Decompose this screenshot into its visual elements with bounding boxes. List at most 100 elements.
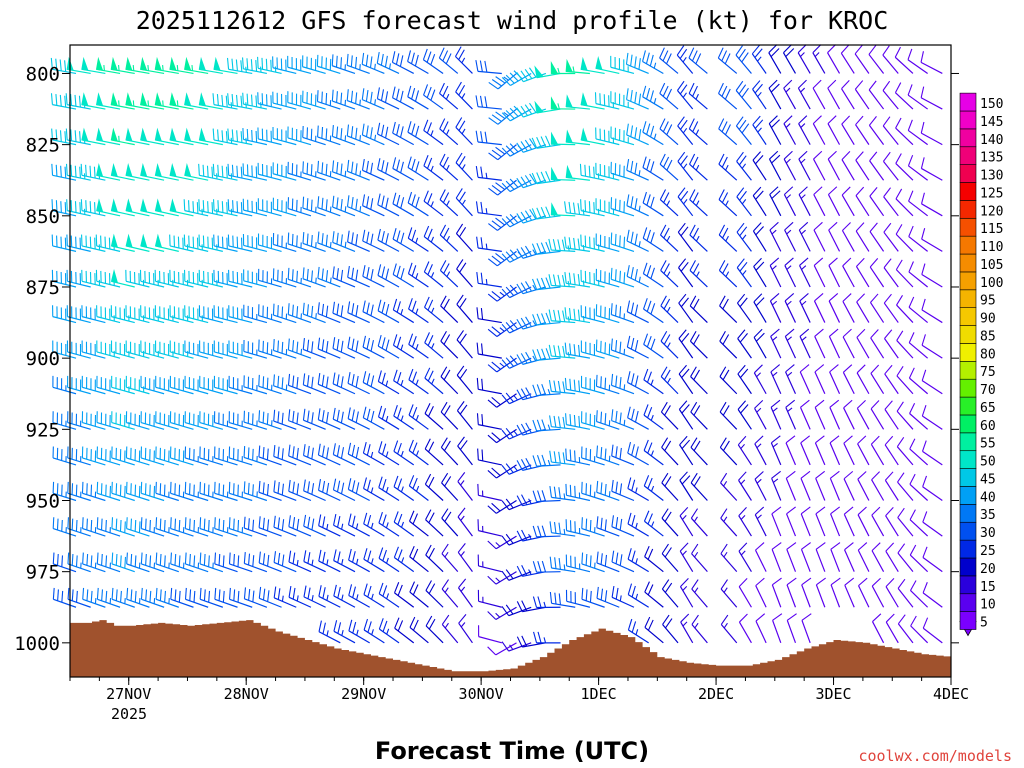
wind-barb xyxy=(534,65,561,79)
barb-flag xyxy=(82,517,84,529)
barb-half-flag xyxy=(557,67,560,74)
barb-flag xyxy=(883,187,891,198)
barb-flag xyxy=(111,517,114,529)
barb-flag xyxy=(302,373,306,385)
wind-barb xyxy=(661,472,679,501)
barb-half-flag xyxy=(695,129,700,135)
wind-barb xyxy=(96,162,121,181)
barb-flag xyxy=(871,542,881,552)
barb-flag xyxy=(367,550,372,562)
barb-staff xyxy=(551,567,576,573)
barb-flag xyxy=(202,164,205,177)
barb-flag xyxy=(273,374,275,386)
barb-half-flag xyxy=(296,595,299,602)
barb-flag xyxy=(428,476,435,488)
barb-flag xyxy=(318,479,322,491)
barb-staff xyxy=(871,550,885,572)
barb-staff xyxy=(841,159,855,181)
barb-pennant xyxy=(550,166,559,181)
wind-barb xyxy=(661,508,679,537)
barb-flag xyxy=(487,505,497,514)
wind-barb xyxy=(476,413,502,430)
barb-staff xyxy=(884,373,899,395)
barb-flag xyxy=(174,589,177,601)
barb-flag xyxy=(202,200,205,212)
barb-flag xyxy=(798,79,807,89)
barb-flag xyxy=(770,293,780,302)
barb-flag xyxy=(273,515,276,528)
barb-pennant xyxy=(154,198,163,213)
barb-flag xyxy=(246,129,249,141)
wind-barb xyxy=(140,587,165,608)
barb-flag xyxy=(589,590,592,603)
barb-flag xyxy=(79,166,81,179)
barb-staff xyxy=(455,233,473,252)
wind-barb xyxy=(738,578,752,608)
barb-flag xyxy=(491,361,501,370)
wind-barb xyxy=(783,150,797,181)
barb-flag xyxy=(351,444,356,457)
barb-flag xyxy=(480,272,484,285)
barb-flag xyxy=(407,121,412,133)
barb-flag xyxy=(66,199,68,211)
barb-staff xyxy=(424,306,444,324)
barb-flag xyxy=(86,553,89,566)
barb-flag xyxy=(424,473,432,485)
barb-staff xyxy=(409,591,429,608)
wind-barb xyxy=(689,189,708,217)
barb-flag xyxy=(317,266,320,279)
barb-flag xyxy=(426,51,432,63)
wind-barb xyxy=(441,508,459,537)
barb-flag xyxy=(573,308,576,321)
barb-staff xyxy=(457,516,473,537)
wind-barb xyxy=(531,135,561,149)
barb-flag xyxy=(491,396,501,406)
barb-flag xyxy=(689,153,696,165)
barb-flag xyxy=(491,185,502,193)
barb-flag xyxy=(505,110,515,120)
barb-flag xyxy=(170,587,173,600)
barb-staff xyxy=(679,479,694,501)
barb-flag xyxy=(689,189,696,200)
wind-barb xyxy=(920,51,943,75)
barb-flag xyxy=(428,618,436,630)
barb-flag xyxy=(476,271,479,284)
barb-flag xyxy=(231,164,234,177)
barb-flag xyxy=(115,589,118,601)
wind-barb xyxy=(213,56,238,75)
barb-pennant xyxy=(565,58,573,73)
wind-barb xyxy=(595,304,620,324)
wind-barb xyxy=(595,339,620,359)
barb-flag xyxy=(90,555,93,567)
barb-flag xyxy=(895,153,902,164)
barb-flag xyxy=(505,604,514,615)
barb-flag xyxy=(721,50,728,62)
barb-flag xyxy=(548,344,552,357)
barb-half-flag xyxy=(757,91,762,98)
wind-barb xyxy=(198,92,223,110)
wind-barb xyxy=(532,454,561,467)
barb-staff xyxy=(801,620,811,644)
barb-flag xyxy=(428,547,435,559)
barb-flag xyxy=(885,613,895,623)
barb-staff xyxy=(644,556,664,573)
barb-flag xyxy=(509,355,519,365)
wind-barb xyxy=(228,269,253,288)
wind-barb xyxy=(331,89,356,110)
barb-staff xyxy=(751,53,767,74)
wind-barb xyxy=(51,234,77,252)
wind-barb xyxy=(169,234,194,252)
barb-staff xyxy=(921,274,943,288)
barb-flag xyxy=(554,592,557,605)
wind-barb xyxy=(755,613,767,644)
barb-staff xyxy=(783,123,797,145)
wind-barb xyxy=(169,411,194,430)
wind-barb xyxy=(424,296,444,324)
wind-barb xyxy=(348,619,370,644)
wind-barb xyxy=(883,258,899,288)
barb-half-flag xyxy=(650,414,654,421)
barb-flag xyxy=(302,232,305,244)
wind-barb xyxy=(782,44,797,74)
barb-flag xyxy=(444,511,452,522)
wind-barb xyxy=(95,269,121,288)
